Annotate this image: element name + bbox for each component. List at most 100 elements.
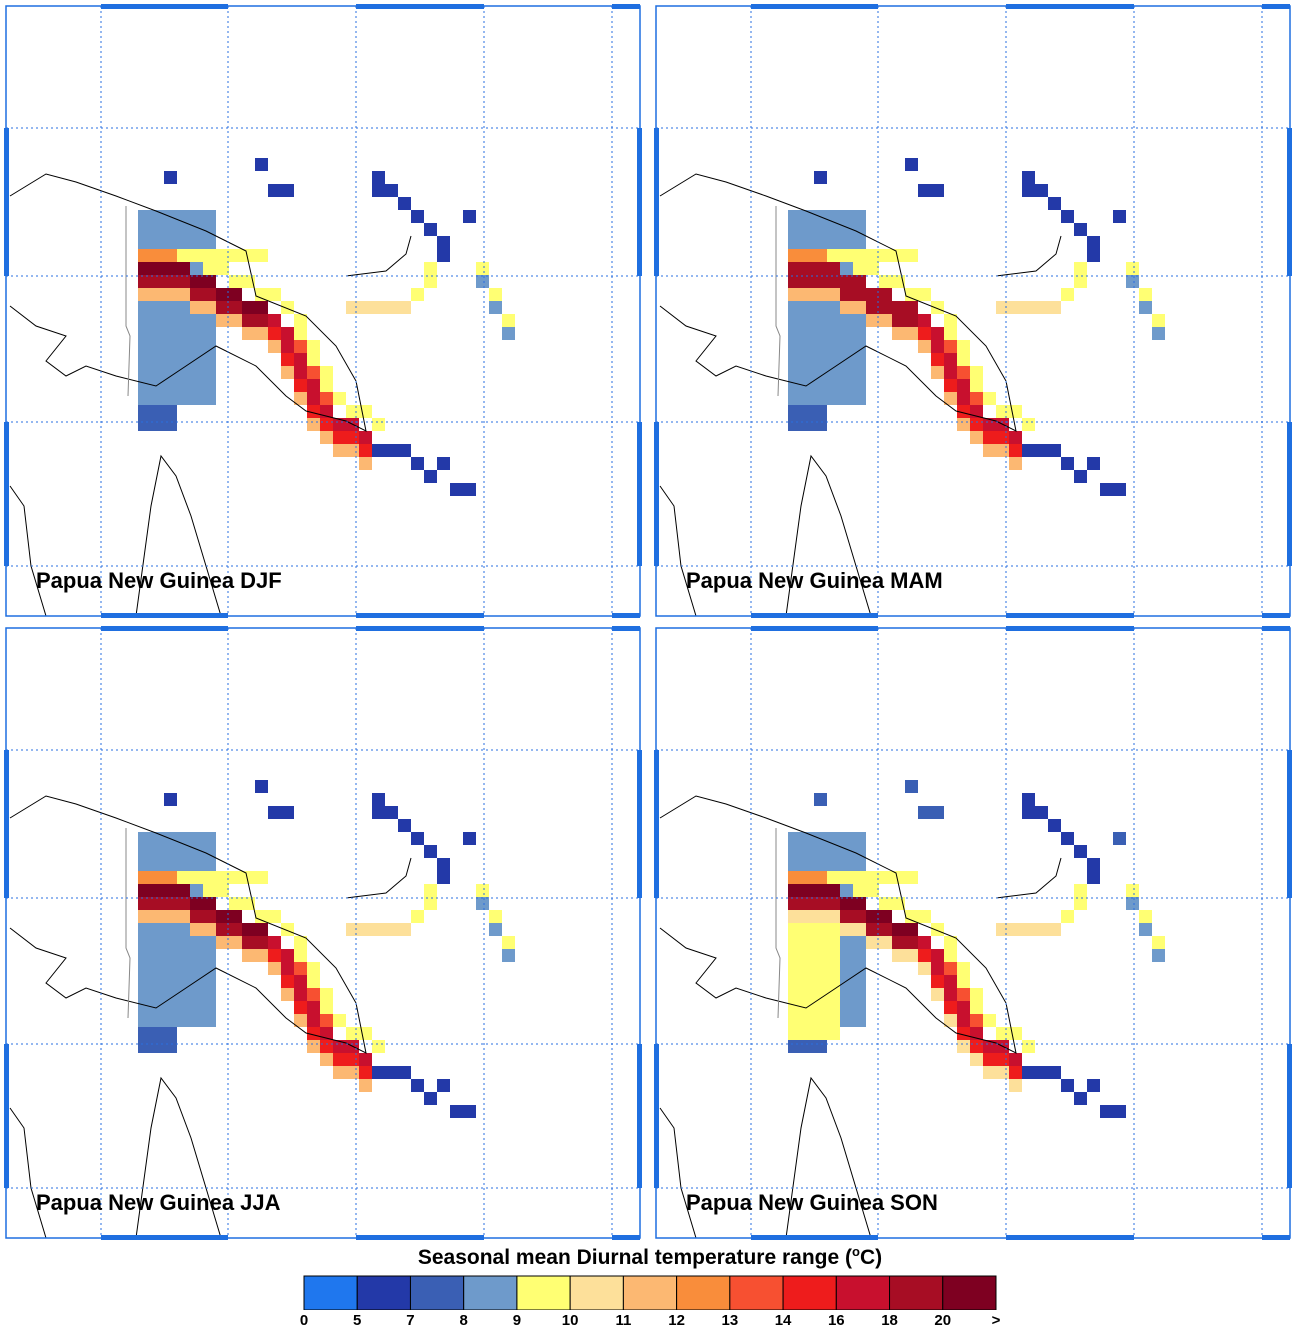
grid-cell bbox=[931, 806, 944, 819]
grid-cell bbox=[229, 936, 242, 949]
grid-cell bbox=[944, 936, 957, 949]
grid-cell bbox=[957, 353, 970, 366]
grid-cell bbox=[944, 327, 957, 340]
grid-cell bbox=[164, 379, 177, 392]
grid-cell bbox=[1048, 444, 1061, 457]
grid-cell bbox=[216, 288, 229, 301]
grid-cell bbox=[203, 275, 216, 288]
grid-cell bbox=[879, 910, 892, 923]
grid-cell bbox=[1048, 1066, 1061, 1079]
grid-cell bbox=[424, 470, 437, 483]
grid-cell bbox=[788, 405, 801, 418]
grid-cell bbox=[957, 340, 970, 353]
grid-cell bbox=[853, 314, 866, 327]
grid-cell bbox=[203, 1001, 216, 1014]
grid-cell bbox=[788, 314, 801, 327]
map-content bbox=[656, 628, 1290, 1238]
grid-cell bbox=[1087, 1079, 1100, 1092]
grid-cell bbox=[216, 884, 229, 897]
grid-cell bbox=[983, 392, 996, 405]
grid-cell bbox=[970, 1053, 983, 1066]
grid-cell bbox=[788, 223, 801, 236]
grid-cell bbox=[333, 1066, 346, 1079]
grid-cell bbox=[1022, 301, 1035, 314]
grid-cell bbox=[1087, 858, 1100, 871]
map-frame bbox=[5, 5, 641, 617]
grid-cell bbox=[957, 1001, 970, 1014]
grid-cell bbox=[788, 418, 801, 431]
colorbar-swatch bbox=[782, 1275, 837, 1310]
grid-cell bbox=[944, 366, 957, 379]
frame-tick-bar bbox=[356, 4, 484, 9]
grid-cell bbox=[788, 301, 801, 314]
grid-cell bbox=[437, 1079, 450, 1092]
grid-cell bbox=[1035, 1066, 1048, 1079]
map-frame bbox=[655, 627, 1291, 1239]
grid-cell bbox=[814, 845, 827, 858]
grid-cell bbox=[151, 1014, 164, 1027]
grid-cell bbox=[346, 1027, 359, 1040]
grid-cell bbox=[970, 379, 983, 392]
grid-cell bbox=[957, 379, 970, 392]
grid-cell bbox=[424, 262, 437, 275]
grid-cell bbox=[190, 236, 203, 249]
frame-tick-bar bbox=[637, 422, 642, 566]
grid-cell bbox=[853, 858, 866, 871]
grid-cell bbox=[177, 923, 190, 936]
grid-cell bbox=[801, 405, 814, 418]
grid-cell bbox=[931, 340, 944, 353]
grid-cell bbox=[1074, 845, 1087, 858]
grid-cell bbox=[372, 793, 385, 806]
grid-cell bbox=[814, 249, 827, 262]
grid-cell bbox=[866, 884, 879, 897]
grid-cell bbox=[801, 975, 814, 988]
grid-cell bbox=[203, 301, 216, 314]
grid-cell bbox=[255, 949, 268, 962]
grid-cell bbox=[957, 392, 970, 405]
grid-cell bbox=[1022, 171, 1035, 184]
map-panel-djf bbox=[4, 4, 642, 618]
grid-cell bbox=[853, 936, 866, 949]
grid-cell bbox=[164, 871, 177, 884]
grid-cell bbox=[801, 275, 814, 288]
grid-cell bbox=[177, 871, 190, 884]
coastline-new-britain bbox=[995, 857, 1062, 899]
grid-cell bbox=[164, 171, 177, 184]
grid-cell bbox=[1061, 1079, 1074, 1092]
grid-cell bbox=[281, 340, 294, 353]
frame-tick-bar bbox=[4, 422, 9, 566]
grid-cell bbox=[242, 871, 255, 884]
grid-cell bbox=[905, 158, 918, 171]
grid-cell bbox=[229, 871, 242, 884]
grid-cell bbox=[853, 1001, 866, 1014]
grid-cell bbox=[450, 1105, 463, 1118]
grid-cell bbox=[970, 1014, 983, 1027]
frame-tick-bar bbox=[1006, 1235, 1134, 1240]
grid-cell bbox=[879, 314, 892, 327]
grid-cell bbox=[1048, 819, 1061, 832]
grid-cell bbox=[164, 392, 177, 405]
grid-cell bbox=[203, 249, 216, 262]
grid-cell bbox=[840, 210, 853, 223]
frame-tick-bar bbox=[1287, 750, 1292, 898]
grid-cell bbox=[814, 1027, 827, 1040]
grid-cell bbox=[814, 379, 827, 392]
grid-cell bbox=[957, 988, 970, 1001]
grid-cell bbox=[788, 262, 801, 275]
grid-cell bbox=[840, 288, 853, 301]
grid-cell bbox=[788, 988, 801, 1001]
grid-cell bbox=[164, 1014, 177, 1027]
grid-cell bbox=[996, 923, 1009, 936]
grid-cell bbox=[203, 236, 216, 249]
grid-cell bbox=[983, 444, 996, 457]
grid-cell bbox=[307, 340, 320, 353]
grid-cell bbox=[216, 314, 229, 327]
grid-cell bbox=[268, 288, 281, 301]
border-line bbox=[125, 828, 131, 1019]
grid-cell bbox=[424, 275, 437, 288]
map-frame bbox=[5, 627, 641, 1239]
grid-cell bbox=[840, 236, 853, 249]
grid-cell bbox=[1009, 923, 1022, 936]
grid-cell bbox=[814, 405, 827, 418]
grid-cell bbox=[268, 910, 281, 923]
